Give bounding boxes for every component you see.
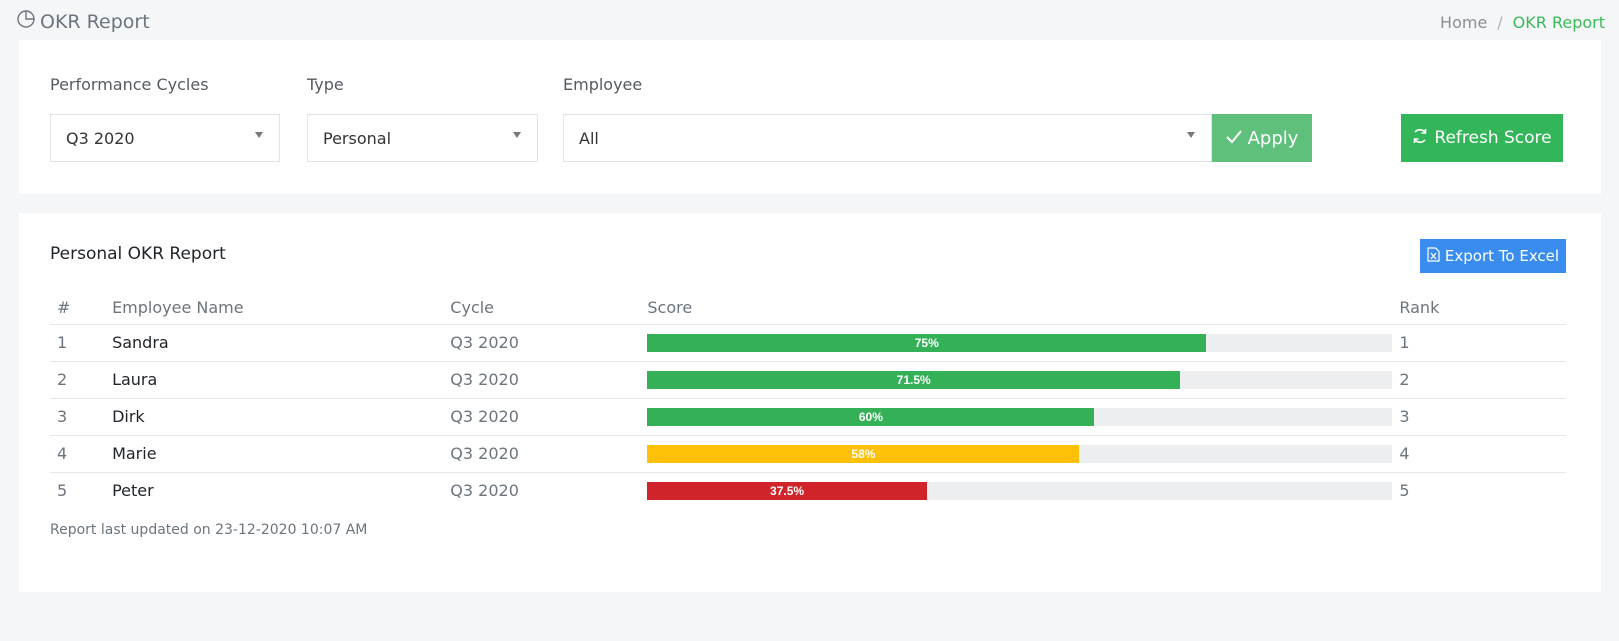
cycle-select[interactable]: Q3 2020 — [50, 114, 280, 162]
row-cycle: Q3 2020 — [443, 398, 641, 436]
score-cell: 60% — [640, 398, 1393, 436]
row-number: 1 — [50, 324, 106, 362]
row-cycle: Q3 2020 — [443, 324, 641, 362]
employee-name: Laura — [105, 361, 444, 399]
table-header-row: # Employee Name Cycle Score Rank — [50, 291, 1566, 325]
score-cell: 58% — [640, 435, 1393, 473]
table-row: 4 Marie Q3 2020 58% 4 — [50, 435, 1566, 473]
cycle-select-value: Q3 2020 — [66, 128, 135, 148]
okr-report-table: # Employee Name Cycle Score Rank 1 Sandr… — [50, 291, 1566, 509]
score-progress-bar: 58% — [647, 444, 1393, 463]
page-title: OKR Report — [16, 9, 150, 34]
chevron-down-icon — [513, 132, 521, 138]
export-button-label: Export To Excel — [1444, 247, 1560, 265]
excel-file-icon — [1427, 246, 1440, 266]
check-icon — [1225, 128, 1242, 149]
employee-select[interactable]: All — [563, 114, 1212, 162]
breadcrumb-separator: / — [1497, 13, 1503, 32]
score-progress-fill: 37.5% — [647, 481, 927, 500]
breadcrumb-home[interactable]: Home — [1440, 13, 1488, 32]
table-row: 5 Peter Q3 2020 37.5% 5 — [50, 472, 1566, 509]
employee-name: Sandra — [105, 324, 444, 362]
column-header-rank: Rank — [1392, 291, 1566, 325]
employee-name: Marie — [105, 435, 444, 473]
column-header-cycle: Cycle — [443, 291, 641, 325]
type-label: Type — [307, 75, 344, 94]
type-select-value: Personal — [323, 128, 392, 148]
score-label: 58% — [851, 446, 876, 461]
table-row: 1 Sandra Q3 2020 75% 1 — [50, 324, 1566, 362]
score-progress-fill: 58% — [647, 444, 1080, 463]
chevron-down-icon — [1187, 132, 1195, 138]
row-rank: 2 — [1392, 361, 1566, 399]
score-label: 60% — [858, 409, 883, 424]
breadcrumb: Home / OKR Report — [1440, 13, 1605, 32]
column-header-employee-name: Employee Name — [105, 291, 444, 325]
row-number: 4 — [50, 435, 106, 473]
chevron-down-icon — [255, 132, 263, 138]
employee-label: Employee — [563, 75, 643, 94]
filters-card: Performance Cycles Q3 2020 Type Personal… — [19, 40, 1601, 194]
last-updated-text: Report last updated on 23-12-2020 10:07 … — [50, 522, 368, 538]
score-progress-fill: 60% — [647, 407, 1095, 426]
table-body: 1 Sandra Q3 2020 75% 1 2 Laura Q3 2020 7… — [50, 324, 1566, 509]
refresh-score-button[interactable]: Refresh Score — [1401, 114, 1563, 162]
score-progress-bar: 71.5% — [647, 370, 1393, 389]
row-cycle: Q3 2020 — [450, 481, 519, 501]
type-select[interactable]: Personal — [307, 114, 538, 162]
row-rank: 4 — [1392, 435, 1566, 473]
score-label: 71.5% — [896, 372, 931, 387]
table-row: 2 Laura Q3 2020 71.5% 2 — [50, 361, 1566, 399]
employee-name: Peter — [112, 481, 154, 501]
column-header-score: Score — [640, 291, 1393, 325]
top-bar: OKR Report Home / OKR Report — [0, 0, 1619, 40]
row-rank: 1 — [1392, 324, 1566, 362]
apply-button[interactable]: Apply — [1212, 114, 1312, 162]
row-cycle: Q3 2020 — [443, 361, 641, 399]
breadcrumb-current: OKR Report — [1512, 13, 1605, 32]
row-rank: 5 — [1399, 481, 1410, 501]
row-number: 2 — [50, 361, 106, 399]
score-progress-bar: 60% — [647, 407, 1393, 426]
score-progress-fill: 75% — [647, 333, 1207, 352]
score-cell: 75% — [640, 324, 1393, 362]
score-cell: 37.5% — [640, 472, 1393, 509]
refresh-icon — [1412, 127, 1428, 150]
pie-chart-icon — [16, 9, 36, 34]
cycle-label: Performance Cycles — [50, 75, 209, 94]
apply-button-label: Apply — [1247, 127, 1299, 149]
employee-name: Dirk — [105, 398, 444, 436]
export-to-excel-button[interactable]: Export To Excel — [1420, 239, 1566, 273]
row-number: 3 — [50, 398, 106, 436]
table-row: 3 Dirk Q3 2020 60% 3 — [50, 398, 1566, 436]
score-cell: 71.5% — [640, 361, 1393, 399]
row-rank: 3 — [1392, 398, 1566, 436]
score-progress-bar: 37.5% — [647, 481, 1393, 500]
page-title-text: OKR Report — [40, 10, 150, 33]
score-progress-fill: 71.5% — [647, 370, 1181, 389]
score-label: 75% — [914, 335, 939, 350]
refresh-score-button-label: Refresh Score — [1434, 128, 1552, 148]
report-card: Personal OKR Report Export To Excel # Em… — [19, 213, 1601, 592]
employee-select-value: All — [579, 128, 599, 148]
row-cycle: Q3 2020 — [443, 435, 641, 473]
score-label: 37.5% — [770, 483, 805, 498]
row-number: 5 — [57, 481, 68, 501]
column-header-number: # — [50, 291, 106, 325]
score-progress-bar: 75% — [647, 333, 1393, 352]
report-title: Personal OKR Report — [50, 244, 226, 264]
